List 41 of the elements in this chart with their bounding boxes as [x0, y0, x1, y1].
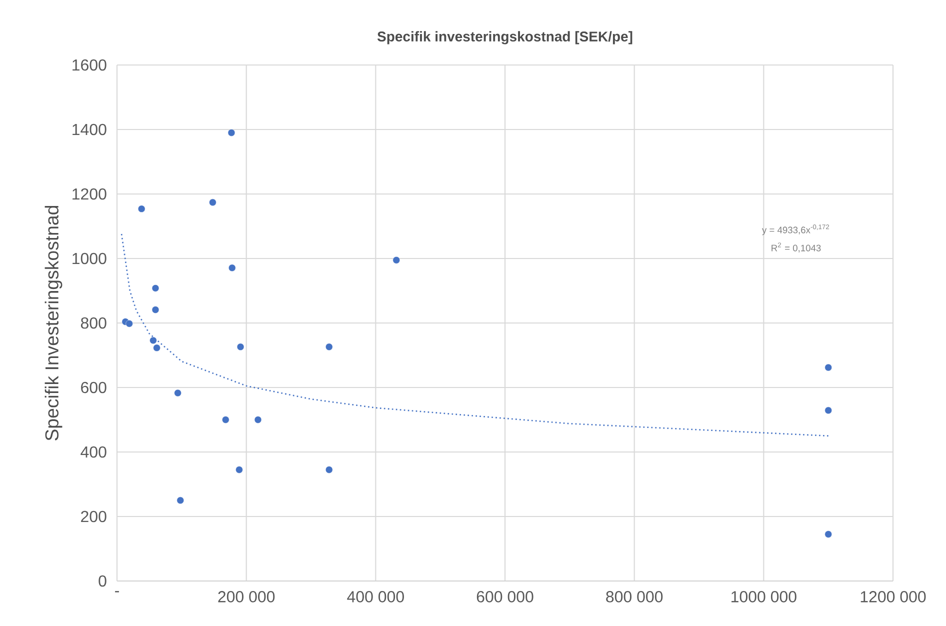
point	[126, 320, 133, 328]
y-tick-label: 1600	[72, 59, 106, 71]
point	[152, 306, 160, 314]
y-tick-label: 800	[80, 317, 106, 329]
y-tick-label: 1200	[72, 188, 106, 200]
chart-title: Specifik investeringskostnad [SEK/pe]	[377, 31, 632, 44]
y-tick-label: 400	[80, 446, 106, 458]
point	[152, 284, 160, 292]
x-tick-label: 200 000	[218, 591, 275, 602]
x-tick-label: -	[115, 591, 119, 592]
point	[236, 466, 243, 474]
y-axis-title: Specifik Investeringskostnad	[44, 206, 62, 440]
point	[176, 496, 184, 504]
y-tick-label: 0	[98, 575, 106, 587]
x-tick-label: 600 000	[476, 591, 534, 602]
annotation: y = 4933,6x$^{-0,172}$	[762, 224, 830, 236]
x-tick-label: 1000 000	[732, 591, 796, 602]
point	[326, 343, 333, 350]
point	[392, 256, 400, 264]
point	[326, 466, 333, 474]
annotation: R$^{2}$ = 0,1043	[772, 242, 821, 252]
point	[824, 406, 832, 414]
x-tick-label: 1200 000	[860, 591, 926, 602]
y-tick-label: 1400	[72, 124, 106, 136]
y-tick-label: 1000	[72, 252, 106, 264]
point	[174, 389, 182, 397]
point	[228, 264, 236, 272]
x-tick-label: 800 000	[606, 591, 663, 602]
point	[236, 343, 244, 350]
point	[824, 364, 832, 372]
point	[153, 344, 160, 352]
point	[228, 129, 236, 136]
y-tick-label: 200	[81, 510, 106, 522]
point	[254, 416, 262, 424]
point	[222, 416, 230, 424]
y-tick-label: 600	[81, 382, 106, 394]
point	[150, 336, 157, 344]
point	[138, 205, 146, 212]
point	[824, 530, 832, 538]
x-tick-label: 400 000	[347, 591, 404, 602]
point	[209, 198, 216, 206]
